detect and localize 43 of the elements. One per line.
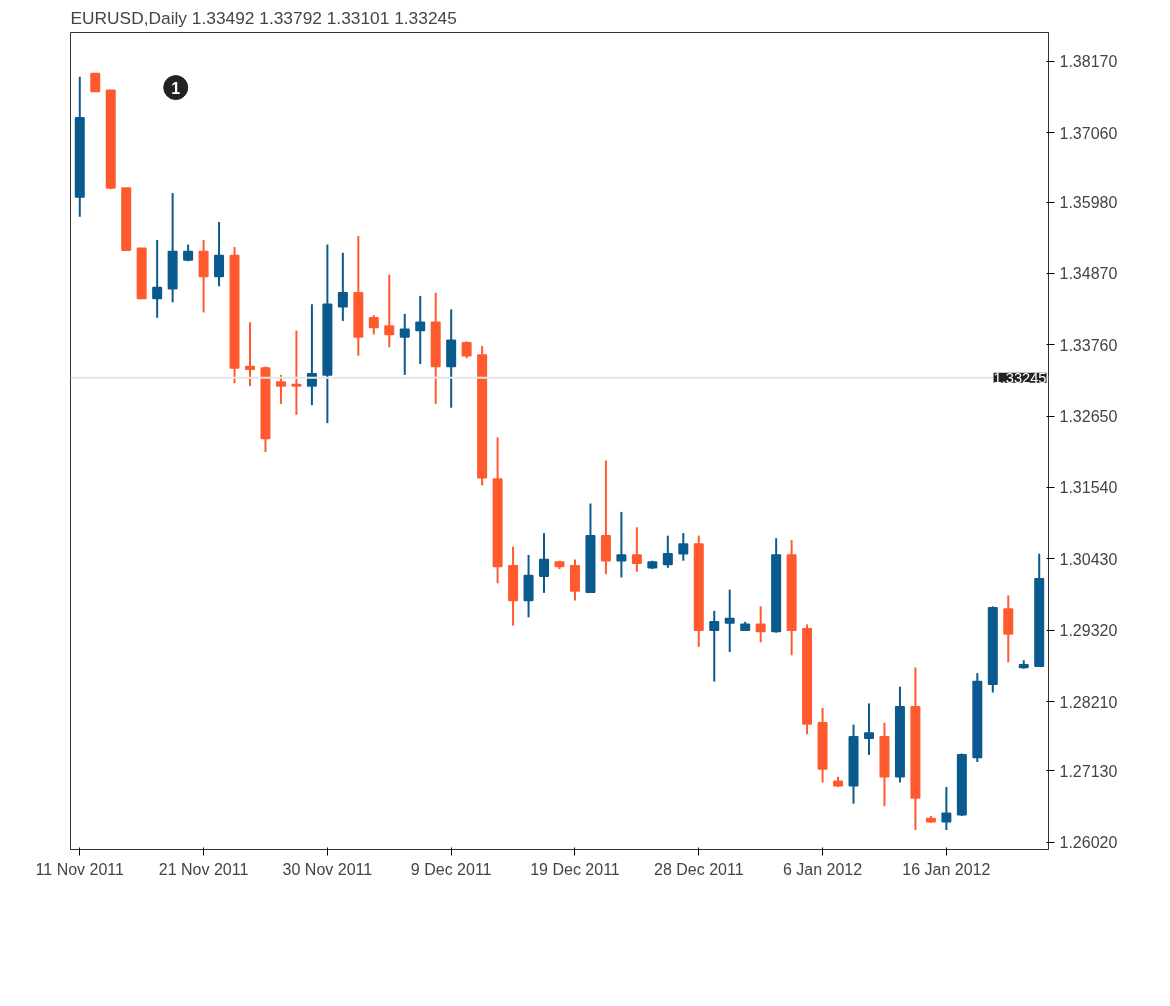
candlestick <box>291 329 302 416</box>
candlestick <box>631 526 642 573</box>
x-tick-label: 28 Dec 2011 <box>654 860 744 878</box>
y-tick-label: 1.32650 <box>1059 408 1118 426</box>
candlestick <box>724 588 735 654</box>
y-tick-label: 1.28210 <box>1059 693 1118 711</box>
x-tick-label: 6 Jan 2012 <box>782 860 863 878</box>
ref-line-label: 1.33245 <box>993 369 1047 386</box>
chart-title: EURUSD,Daily 1.33492 1.33792 1.33101 1.33245 <box>70 7 457 28</box>
y-tick-label: 1.30430 <box>1059 550 1118 568</box>
y-tick-label: 1.31540 <box>1059 479 1118 497</box>
y-tick-label: 1.26020 <box>1059 834 1118 852</box>
y-tick-label: 1.33760 <box>1059 336 1118 354</box>
candlestick <box>539 532 550 594</box>
candlestick <box>245 321 256 387</box>
candlestick <box>678 532 689 562</box>
candlestick <box>755 605 766 644</box>
y-tick-label: 1.38170 <box>1059 53 1118 71</box>
candlestick <box>941 786 952 832</box>
candlestick <box>662 534 673 569</box>
y-tick-label: 1.27130 <box>1059 762 1118 780</box>
x-tick-label: 11 Nov 2011 <box>35 860 125 878</box>
annotation: 1 <box>171 79 181 97</box>
candlestick <box>214 220 225 288</box>
candlestick <box>384 273 395 349</box>
candlestick <box>399 312 410 376</box>
candlestick <box>275 373 286 405</box>
candlestick <box>337 251 348 322</box>
candlestick <box>152 238 163 319</box>
x-tick-label: 21 Nov 2011 <box>158 860 249 878</box>
y-tick-label: 1.37060 <box>1059 124 1118 142</box>
y-tick-label: 1.34870 <box>1059 265 1118 283</box>
candlestick <box>863 702 874 756</box>
candlestick <box>368 314 379 336</box>
candlestick <box>616 510 627 579</box>
x-tick-label: 16 Jan 2012 <box>902 860 991 878</box>
x-tick-label: 19 Dec 2011 <box>530 860 620 878</box>
x-tick-label: 9 Dec 2011 <box>410 860 492 878</box>
candlestick <box>709 609 720 683</box>
y-tick-label: 1.35980 <box>1059 194 1118 212</box>
y-tick-label: 1.29320 <box>1059 622 1118 640</box>
x-tick-label: 30 Nov 2011 <box>282 860 373 878</box>
candlestick <box>415 294 426 366</box>
